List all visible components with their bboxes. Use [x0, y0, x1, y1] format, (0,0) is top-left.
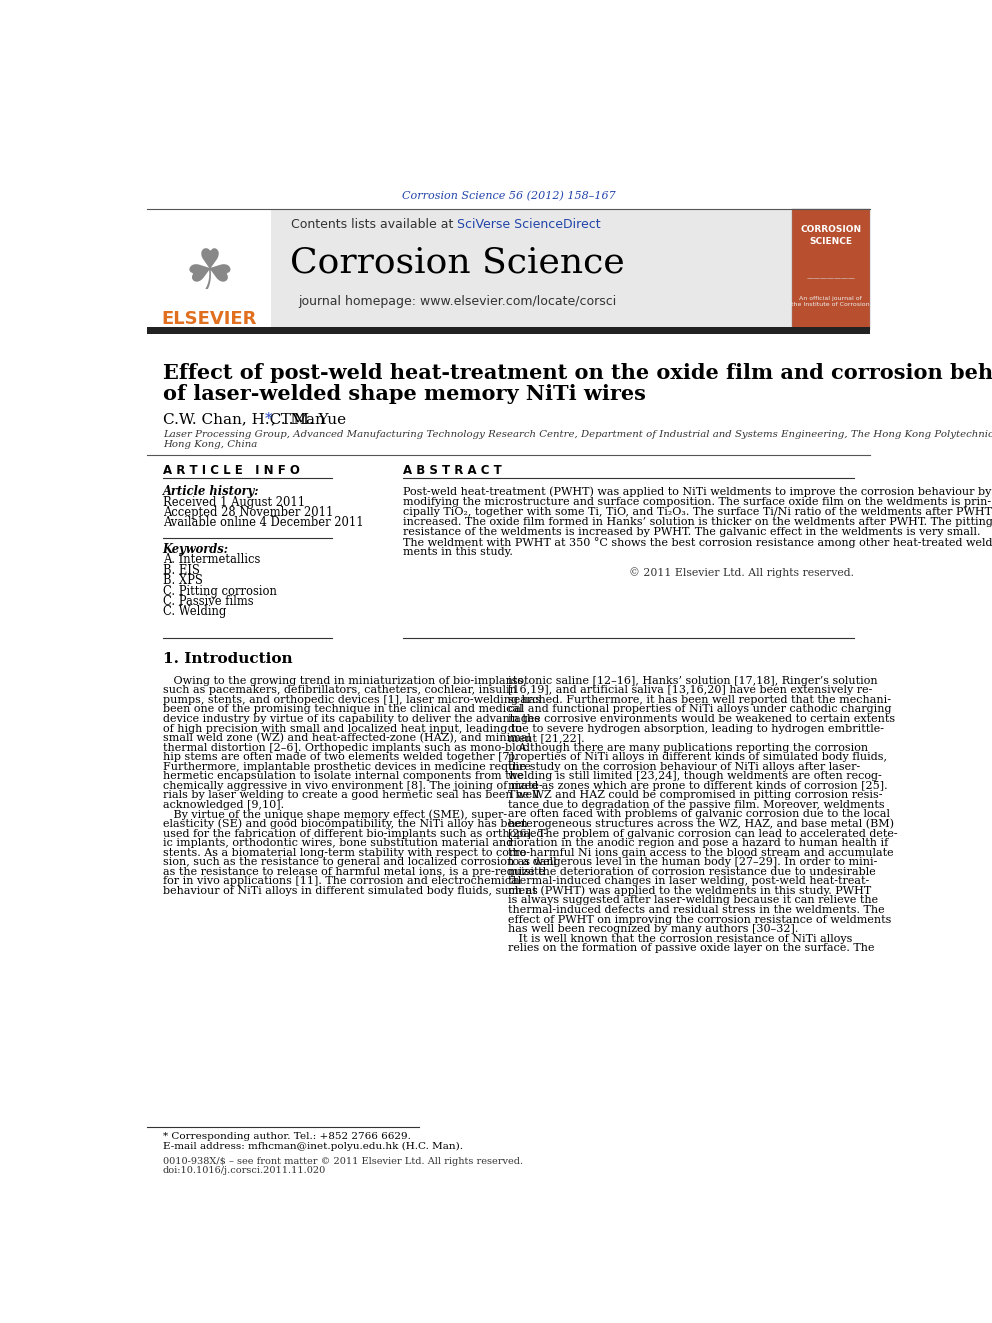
Text: device industry by virtue of its capability to deliver the advantages: device industry by virtue of its capabil…	[163, 714, 540, 724]
Text: searched. Furthermore, it has been well reported that the mechani-: searched. Furthermore, it has been well …	[509, 695, 892, 705]
Text: An official journal of
the Institute of Corrosion: An official journal of the Institute of …	[792, 295, 870, 307]
Text: mize the deterioration of corrosion resistance due to undesirable: mize the deterioration of corrosion resi…	[509, 867, 876, 877]
Text: Article history:: Article history:	[163, 486, 259, 497]
Text: *: *	[265, 411, 273, 426]
Text: the harmful Ni ions gain access to the blood stream and accumulate: the harmful Ni ions gain access to the b…	[509, 848, 894, 857]
Text: of high precision with small and localized heat input, leading to: of high precision with small and localiz…	[163, 724, 522, 733]
Text: due to severe hydrogen absorption, leading to hydrogen embrittle-: due to severe hydrogen absorption, leadi…	[509, 724, 885, 733]
Text: Received 1 August 2011: Received 1 August 2011	[163, 496, 305, 508]
Text: properties of NiTi alloys in different kinds of simulated body fluids,: properties of NiTi alloys in different k…	[509, 753, 888, 762]
Text: thermal-induced changes in laser welding, post-weld heat-treat-: thermal-induced changes in laser welding…	[509, 876, 870, 886]
Bar	[147, 327, 870, 333]
Text: The WZ and HAZ could be compromised in pitting corrosion resis-: The WZ and HAZ could be compromised in p…	[509, 790, 883, 800]
Text: elasticity (SE) and good biocompatibility, the NiTi alloy has been: elasticity (SE) and good biocompatibilit…	[163, 819, 528, 830]
Text: to a dangerous level in the human body [27–29]. In order to mini-: to a dangerous level in the human body […	[509, 857, 878, 868]
Text: It is well known that the corrosion resistance of NiTi alloys: It is well known that the corrosion resi…	[509, 934, 853, 943]
Text: A R T I C L E   I N F O: A R T I C L E I N F O	[163, 464, 300, 478]
Text: the study on the corrosion behaviour of NiTi alloys after laser-: the study on the corrosion behaviour of …	[509, 762, 861, 771]
Text: relies on the formation of passive oxide layer on the surface. The: relies on the formation of passive oxide…	[509, 943, 875, 953]
Text: ELSEVIER: ELSEVIER	[162, 310, 257, 328]
Text: Laser Processing Group, Advanced Manufacturing Technology Research Centre, Depar: Laser Processing Group, Advanced Manufac…	[163, 430, 992, 439]
Text: A. Intermetallics: A. Intermetallics	[163, 553, 260, 566]
Text: C. Pitting corrosion: C. Pitting corrosion	[163, 585, 277, 598]
Text: A B S T R A C T: A B S T R A C T	[403, 464, 502, 478]
Text: resistance of the weldments is increased by PWHT. The galvanic effect in the wel: resistance of the weldments is increased…	[403, 527, 980, 537]
Text: modifying the microstructure and surface composition. The surface oxide film on : modifying the microstructure and surface…	[403, 496, 991, 507]
Text: of laser-welded shape memory NiTi wires: of laser-welded shape memory NiTi wires	[163, 384, 646, 404]
Text: ment [21,22].: ment [21,22].	[509, 733, 585, 744]
Text: is always suggested after laser-welding because it can relieve the: is always suggested after laser-welding …	[509, 896, 879, 905]
Text: ———————: ———————	[806, 275, 855, 280]
Text: small weld zone (WZ) and heat-affected-zone (HAZ), and minimal: small weld zone (WZ) and heat-affected-z…	[163, 733, 531, 744]
Text: Effect of post-weld heat-treatment on the oxide film and corrosion behaviour: Effect of post-weld heat-treatment on th…	[163, 363, 992, 382]
Text: The weldment with PWHT at 350 °C shows the best corrosion resistance among other: The weldment with PWHT at 350 °C shows t…	[403, 537, 992, 548]
Text: journal homepage: www.elsevier.com/locate/corsci: journal homepage: www.elsevier.com/locat…	[299, 295, 616, 308]
Text: been one of the promising technique in the clinical and medical: been one of the promising technique in t…	[163, 704, 523, 714]
Text: in the corrosive environments would be weakened to certain extents: in the corrosive environments would be w…	[509, 714, 896, 724]
Text: Available online 4 December 2011: Available online 4 December 2011	[163, 516, 363, 529]
Bar	[147, 209, 792, 329]
Text: hermetic encapsulation to isolate internal components from the: hermetic encapsulation to isolate intern…	[163, 771, 523, 782]
Text: * Corresponding author. Tel.: +852 2766 6629.: * Corresponding author. Tel.: +852 2766 …	[163, 1132, 411, 1142]
Text: isotonic saline [12–16], Hanks’ solution [17,18], Ringer’s solution: isotonic saline [12–16], Hanks’ solution…	[509, 676, 878, 685]
Text: rioration in the anodic region and pose a hazard to human health if: rioration in the anodic region and pose …	[509, 839, 889, 848]
Text: pumps, stents, and orthopedic devices [1], laser micro-welding has: pumps, stents, and orthopedic devices [1…	[163, 695, 541, 705]
Text: B. XPS: B. XPS	[163, 574, 202, 587]
Text: doi:10.1016/j.corsci.2011.11.020: doi:10.1016/j.corsci.2011.11.020	[163, 1166, 326, 1175]
Text: 0010-938X/$ – see front matter © 2011 Elsevier Ltd. All rights reserved.: 0010-938X/$ – see front matter © 2011 El…	[163, 1156, 523, 1166]
Text: Owing to the growing trend in miniaturization of bio-implants,: Owing to the growing trend in miniaturiz…	[163, 676, 527, 685]
Text: C. Welding: C. Welding	[163, 606, 226, 618]
Text: , T.M. Yue: , T.M. Yue	[271, 411, 346, 426]
Text: nized as zones which are prone to different kinds of corrosion [25].: nized as zones which are prone to differ…	[509, 781, 888, 791]
Text: effect of PWHT on improving the corrosion resistance of weldments: effect of PWHT on improving the corrosio…	[509, 914, 892, 925]
Text: ic implants, orthodontic wires, bone substitution material and: ic implants, orthodontic wires, bone sub…	[163, 839, 513, 848]
Text: C. Passive films: C. Passive films	[163, 595, 253, 609]
Text: thermal-induced defects and residual stress in the weldments. The: thermal-induced defects and residual str…	[509, 905, 885, 916]
Text: Corrosion Science 56 (2012) 158–167: Corrosion Science 56 (2012) 158–167	[402, 191, 615, 201]
Text: Although there are many publications reporting the corrosion: Although there are many publications rep…	[509, 742, 869, 753]
Text: increased. The oxide film formed in Hanks’ solution is thicker on the weldments : increased. The oxide film formed in Hank…	[403, 517, 992, 527]
Text: such as pacemakers, defibrillators, catheters, cochlear, insulin: such as pacemakers, defibrillators, cath…	[163, 685, 517, 696]
Text: [16,19], and artificial saliva [13,16,20] have been extensively re-: [16,19], and artificial saliva [13,16,20…	[509, 685, 873, 696]
Text: B. EIS: B. EIS	[163, 564, 199, 577]
Text: ments in this study.: ments in this study.	[403, 548, 513, 557]
Bar	[792, 209, 870, 329]
Text: are often faced with problems of galvanic corrosion due to the local: are often faced with problems of galvani…	[509, 810, 891, 819]
Text: CORROSION
SCIENCE: CORROSION SCIENCE	[801, 225, 861, 246]
Text: hip stems are often made of two elements welded together [7].: hip stems are often made of two elements…	[163, 753, 517, 762]
Text: Accepted 28 November 2011: Accepted 28 November 2011	[163, 505, 333, 519]
Text: cal and functional properties of NiTi alloys under cathodic charging: cal and functional properties of NiTi al…	[509, 704, 892, 714]
Text: Hong Kong, China: Hong Kong, China	[163, 441, 257, 448]
Text: welding is still limited [23,24], though weldments are often recog-: welding is still limited [23,24], though…	[509, 771, 882, 782]
Text: ment (PWHT) was applied to the weldments in this study. PWHT: ment (PWHT) was applied to the weldments…	[509, 885, 872, 896]
Text: for in vivo applications [11]. The corrosion and electrochemical: for in vivo applications [11]. The corro…	[163, 876, 521, 886]
Text: Keywords:: Keywords:	[163, 542, 229, 556]
Text: Post-weld heat-treatment (PWHT) was applied to NiTi weldments to improve the cor: Post-weld heat-treatment (PWHT) was appl…	[403, 486, 991, 496]
Text: acknowledged [9,10].: acknowledged [9,10].	[163, 800, 284, 810]
Bar	[147, 209, 271, 329]
Text: sion, such as the resistance to general and localized corrosion as well: sion, such as the resistance to general …	[163, 857, 557, 868]
Text: tance due to degradation of the passive film. Moreover, weldments: tance due to degradation of the passive …	[509, 800, 885, 810]
Text: stents. As a biomaterial long-term stability with respect to corro-: stents. As a biomaterial long-term stabi…	[163, 848, 530, 857]
Text: chemically aggressive in vivo environment [8]. The joining of mate-: chemically aggressive in vivo environmen…	[163, 781, 543, 791]
Text: [26]. The problem of galvanic corrosion can lead to accelerated dete-: [26]. The problem of galvanic corrosion …	[509, 828, 898, 839]
Text: By virtue of the unique shape memory effect (SME), super-: By virtue of the unique shape memory eff…	[163, 810, 507, 820]
Text: © 2011 Elsevier Ltd. All rights reserved.: © 2011 Elsevier Ltd. All rights reserved…	[629, 566, 854, 578]
Text: heterogeneous structures across the WZ, HAZ, and base metal (BM): heterogeneous structures across the WZ, …	[509, 819, 895, 830]
Text: cipally TiO₂, together with some Ti, TiO, and Ti₂O₃. The surface Ti/Ni ratio of : cipally TiO₂, together with some Ti, TiO…	[403, 507, 992, 517]
Text: 1. Introduction: 1. Introduction	[163, 652, 293, 667]
Text: Furthermore, implantable prosthetic devices in medicine require: Furthermore, implantable prosthetic devi…	[163, 762, 531, 771]
Text: thermal distortion [2–6]. Orthopedic implants such as mono-bloc: thermal distortion [2–6]. Orthopedic imp…	[163, 742, 529, 753]
Text: C.W. Chan, H.C. Man: C.W. Chan, H.C. Man	[163, 411, 324, 426]
Text: as the resistance to release of harmful metal ions, is a pre-requisite: as the resistance to release of harmful …	[163, 867, 545, 877]
Text: Corrosion Science: Corrosion Science	[290, 246, 625, 279]
Text: Contents lists available at: Contents lists available at	[291, 218, 457, 230]
Text: rials by laser welding to create a good hermetic seal has been well: rials by laser welding to create a good …	[163, 790, 539, 800]
Text: behaviour of NiTi alloys in different simulated body fluids, such as: behaviour of NiTi alloys in different si…	[163, 886, 538, 896]
Text: SciVerse ScienceDirect: SciVerse ScienceDirect	[457, 218, 601, 230]
Text: E-mail address: mfhcman@inet.polyu.edu.hk (H.C. Man).: E-mail address: mfhcman@inet.polyu.edu.h…	[163, 1142, 462, 1151]
Text: ☘: ☘	[185, 247, 234, 302]
Text: used for the fabrication of different bio-implants such as orthopaed-: used for the fabrication of different bi…	[163, 828, 547, 839]
Text: has well been recognized by many authors [30–32].: has well been recognized by many authors…	[509, 923, 799, 934]
